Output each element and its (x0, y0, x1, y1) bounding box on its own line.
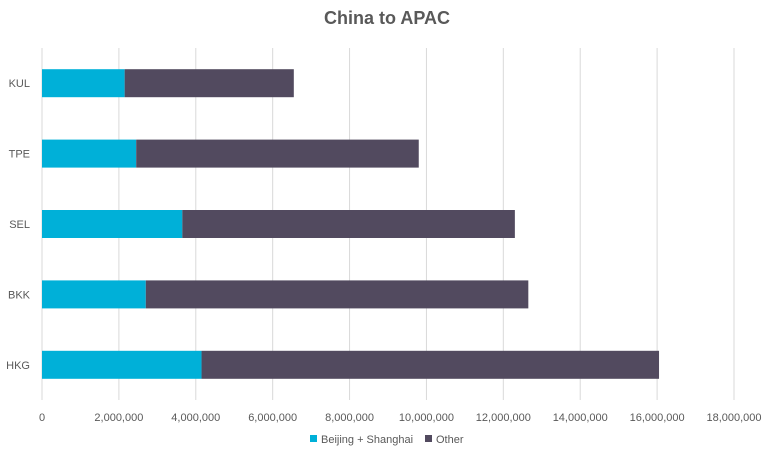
bar-other-kul (124, 69, 294, 98)
bar-other-hkg (201, 350, 660, 379)
bar-other-tpe (136, 139, 419, 168)
category-label: TPE (9, 149, 30, 161)
x-tick-label: 2,000,000 (94, 412, 143, 424)
x-tick-label: 18,000,000 (706, 412, 761, 424)
bar-beijing-shanghai-tpe (42, 139, 137, 168)
x-tick-label: 10,000,000 (399, 412, 454, 424)
x-tick-label: 12,000,000 (476, 412, 531, 424)
bar-other-sel (182, 210, 515, 238)
legend-label: Other (436, 434, 464, 446)
category-label: SEL (9, 219, 30, 231)
legend-swatch (425, 435, 432, 442)
x-tick-label: 16,000,000 (630, 412, 685, 424)
x-tick-label: 4,000,000 (171, 412, 220, 424)
x-tick-label: 0 (39, 412, 45, 424)
x-tick-label: 8,000,000 (325, 412, 374, 424)
category-label: HKG (6, 360, 30, 372)
category-label: BKK (8, 289, 31, 301)
bar-beijing-shanghai-sel (42, 210, 183, 238)
bar-beijing-shanghai-bkk (42, 280, 146, 309)
bar-beijing-shanghai-hkg (42, 350, 202, 379)
bar-other-bkk (145, 280, 529, 309)
bar-beijing-shanghai-kul (42, 69, 125, 98)
legend-label: Beijing + Shanghai (321, 434, 413, 446)
chart-title: China to APAC (324, 8, 450, 28)
category-label: KUL (9, 78, 30, 90)
x-tick-label: 6,000,000 (248, 412, 297, 424)
x-tick-label: 14,000,000 (553, 412, 608, 424)
legend-swatch (310, 435, 317, 442)
